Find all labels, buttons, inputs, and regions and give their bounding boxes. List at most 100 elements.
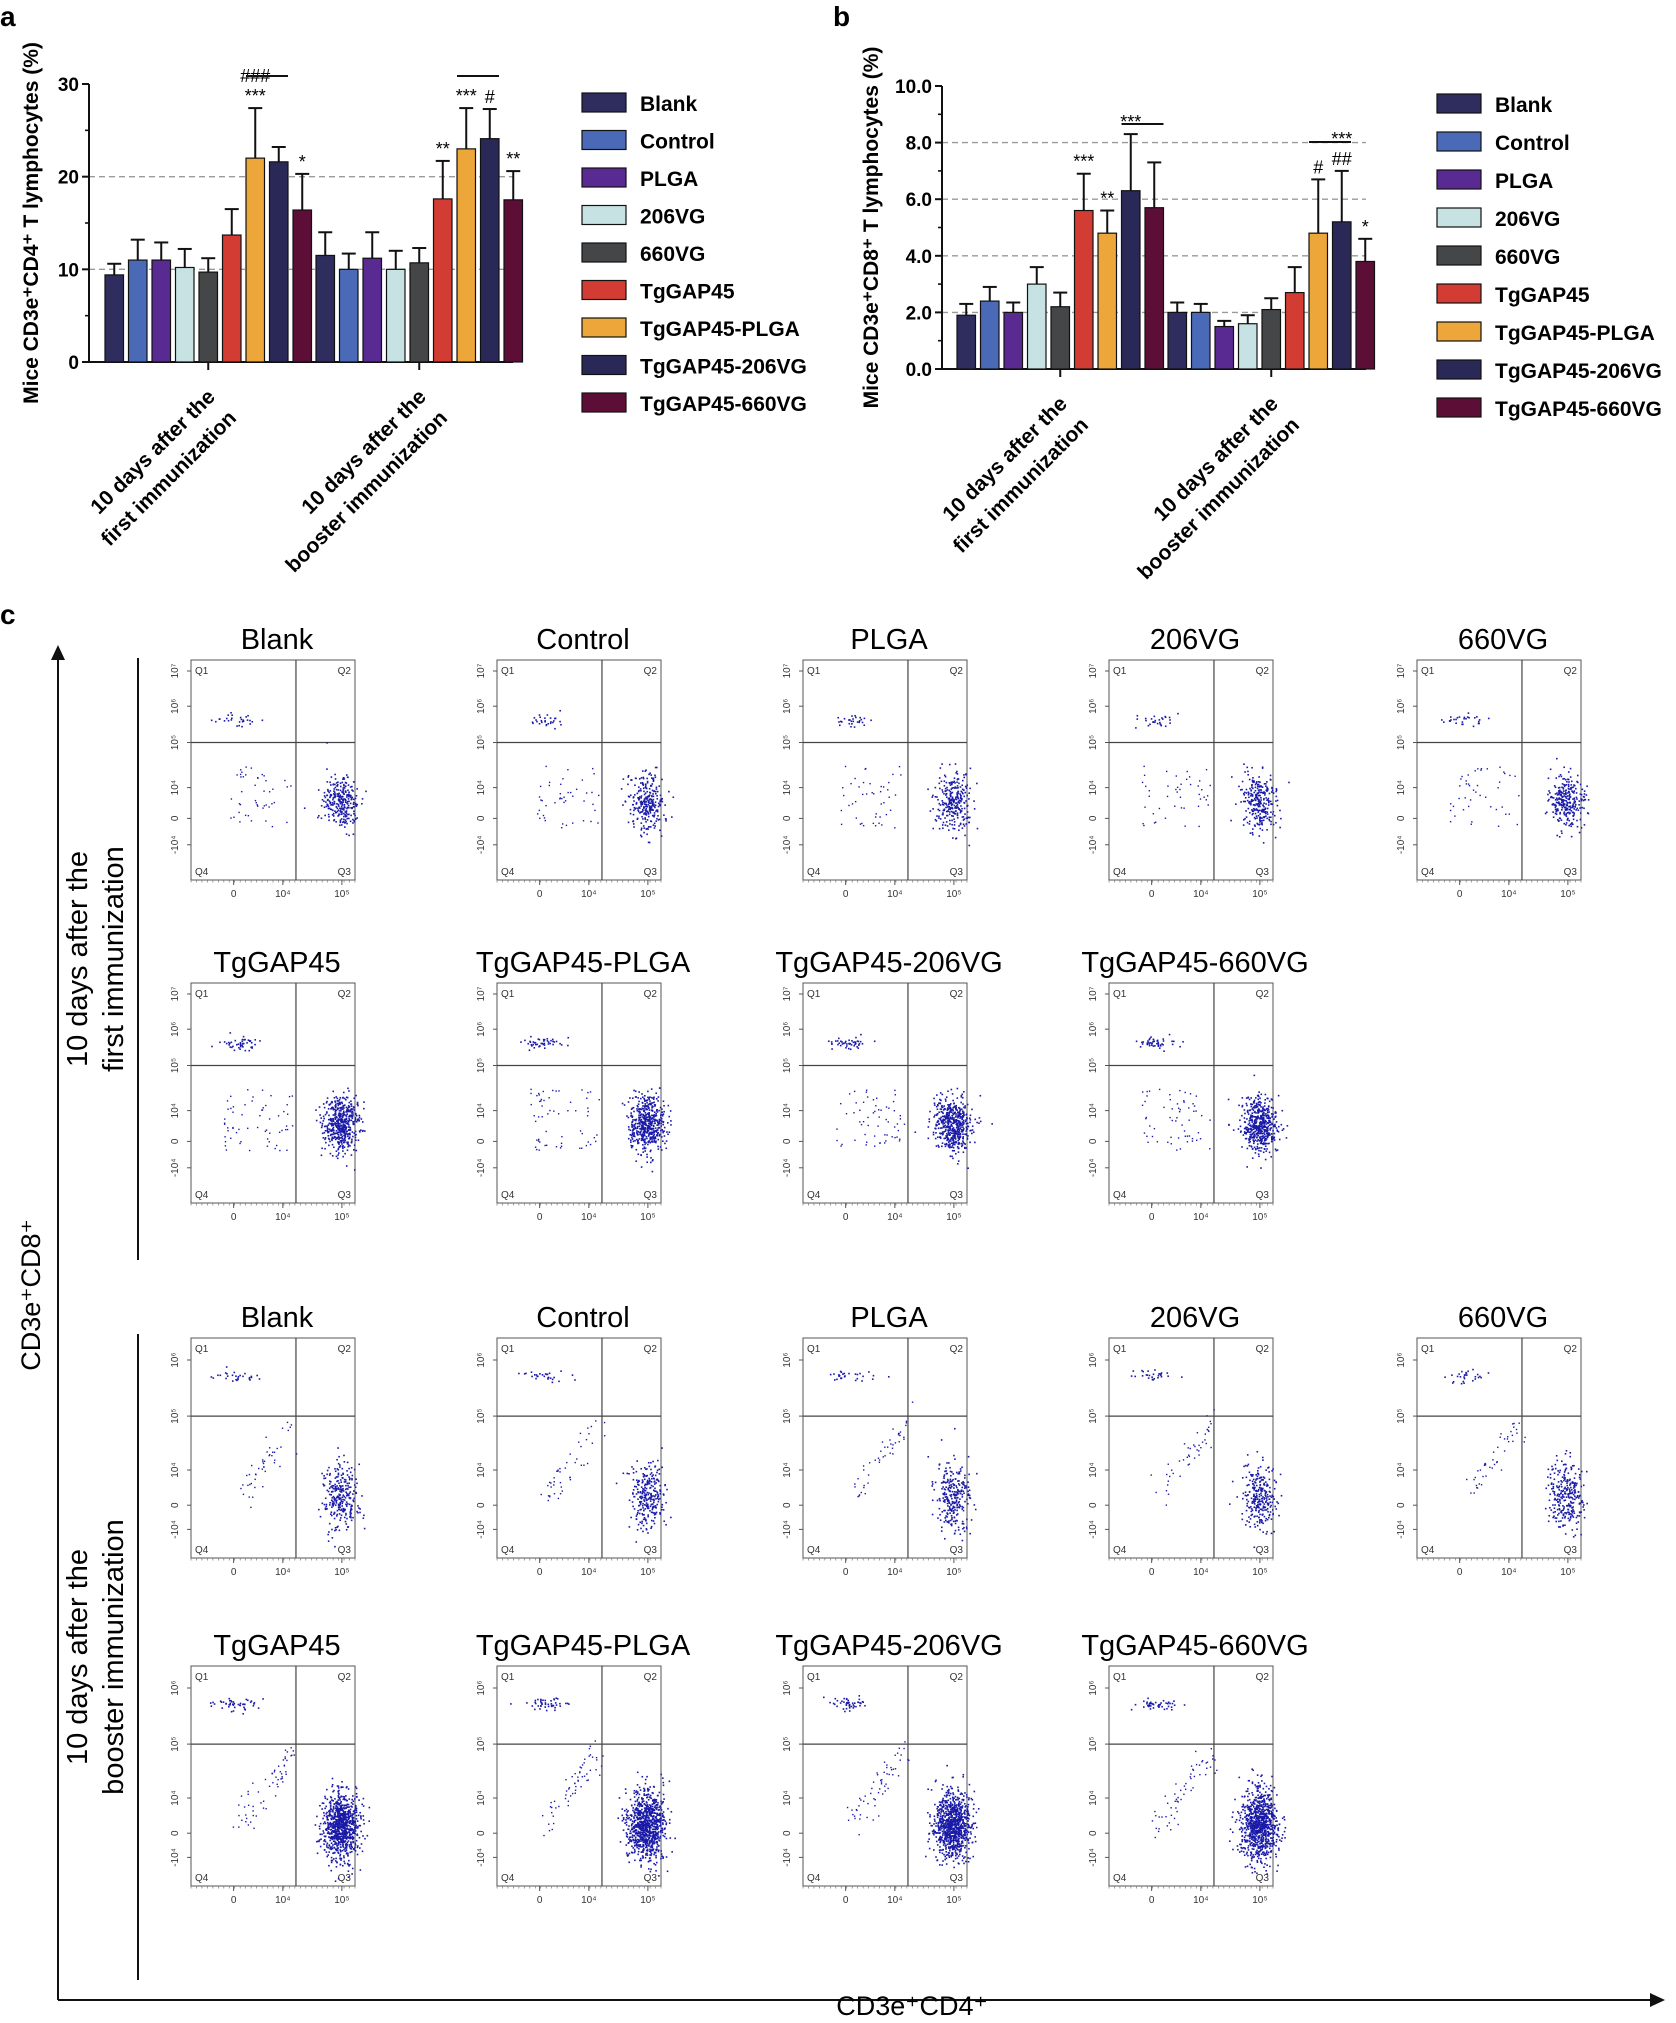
flow-dot <box>1240 801 1242 803</box>
flow-dot <box>640 811 642 813</box>
flow-dot <box>965 786 967 788</box>
flow-dot <box>850 726 852 728</box>
flow-dot <box>942 1116 944 1118</box>
flow-dot <box>268 806 269 807</box>
flow-dot <box>1184 825 1185 826</box>
flow-dot <box>351 789 353 791</box>
flow-dot <box>948 808 950 810</box>
quadrant-label: Q1 <box>195 666 209 677</box>
flow-dot <box>957 1140 959 1142</box>
flow-dot <box>961 810 963 812</box>
flow-dot <box>656 1115 658 1117</box>
flow-dot <box>570 792 571 793</box>
flow-dot <box>864 1134 865 1135</box>
flow-dot <box>338 1129 340 1131</box>
flow-dot <box>894 1110 895 1111</box>
flow-dot <box>544 817 545 818</box>
flow-dot <box>1466 783 1467 784</box>
flow-dot <box>644 803 646 805</box>
flow-dot <box>946 1112 948 1114</box>
flow-dot <box>583 800 584 801</box>
flow-dot <box>1169 717 1171 719</box>
flow-dot <box>952 1122 954 1124</box>
flow-dot <box>645 828 647 830</box>
flow-dot <box>1248 796 1250 798</box>
flow-dot <box>262 807 263 808</box>
flow-dot <box>651 1115 653 1117</box>
legend-label: Blank <box>640 93 698 116</box>
flow-dot <box>324 792 326 794</box>
flow-dot <box>556 1041 558 1043</box>
flow-dot <box>1195 1110 1196 1111</box>
flow-dot <box>1555 811 1557 813</box>
flow-dot <box>1581 807 1583 809</box>
flow-dot <box>248 815 249 816</box>
flow-dot <box>539 716 541 718</box>
flow-dot <box>267 1138 268 1139</box>
flow-dot <box>653 1096 655 1098</box>
flow-dot <box>657 1100 659 1102</box>
flow-dot <box>1496 809 1497 810</box>
flow-dot <box>279 1150 280 1151</box>
flow-dot <box>856 1102 857 1103</box>
flow-dot <box>855 801 856 802</box>
flow-dot <box>325 797 327 799</box>
flow-dot <box>539 796 540 797</box>
flow-dot <box>238 1043 240 1045</box>
flow-dot <box>1258 1156 1260 1158</box>
flow-dot <box>581 1089 582 1090</box>
flow-dot <box>1567 812 1569 814</box>
flow-dot <box>955 1137 957 1139</box>
flow-dot <box>1166 771 1167 772</box>
flow-dot <box>231 798 232 799</box>
flow-dot <box>938 817 940 819</box>
y-axis-label: Mice CD3e⁺CD4⁺ T lymphocytes (%) <box>20 42 43 404</box>
bar-206vg <box>176 267 195 362</box>
flow-dot <box>641 777 643 779</box>
flow-dot <box>1509 775 1510 776</box>
flow-dot <box>641 816 643 818</box>
flow-dot <box>971 1133 973 1135</box>
flow-dot <box>1261 1147 1263 1149</box>
flow-dot <box>944 1143 946 1145</box>
flow-dot <box>1270 1128 1272 1130</box>
flow-dot <box>656 1098 658 1100</box>
flow-dot <box>255 800 256 801</box>
flow-dot <box>663 1121 665 1123</box>
flow-dot <box>1263 1115 1265 1117</box>
flow-dot <box>1239 1119 1241 1121</box>
flow-dot <box>591 792 592 793</box>
flow-dot <box>848 805 849 806</box>
flow-dot <box>1282 1129 1284 1131</box>
flow-dot <box>951 1142 953 1144</box>
flow-dot <box>955 1109 957 1111</box>
flow-dot <box>649 1103 651 1105</box>
flow-dot <box>317 817 319 819</box>
flow-dot <box>355 1095 357 1097</box>
flow-dot <box>642 809 644 811</box>
flow-dot <box>1249 1125 1251 1127</box>
flow-dot <box>862 1043 864 1045</box>
flow-dot <box>660 1114 662 1116</box>
flow-dot <box>254 1044 256 1046</box>
flow-dot <box>652 1171 654 1173</box>
flow-dot <box>1561 807 1563 809</box>
flow-dot <box>945 793 947 795</box>
flow-dot <box>655 801 657 803</box>
flow-dot <box>879 1142 880 1143</box>
flow-y-tick-label: 10⁴ <box>170 1103 181 1118</box>
flow-dot <box>863 1121 864 1122</box>
flow-dot <box>340 821 342 823</box>
flow-dot <box>628 1138 630 1140</box>
flow-dot <box>651 1122 653 1124</box>
flow-dot <box>1136 718 1138 720</box>
flow-dot <box>1577 826 1579 828</box>
flow-dot <box>1256 1130 1258 1132</box>
flow-dot <box>669 1131 671 1133</box>
flow-dot <box>554 802 555 803</box>
flow-dot <box>342 791 344 793</box>
flow-dot <box>946 1096 948 1098</box>
flow-dot <box>332 799 334 801</box>
bar-tggap45-206vg <box>1122 191 1141 369</box>
flow-dot <box>858 721 860 723</box>
